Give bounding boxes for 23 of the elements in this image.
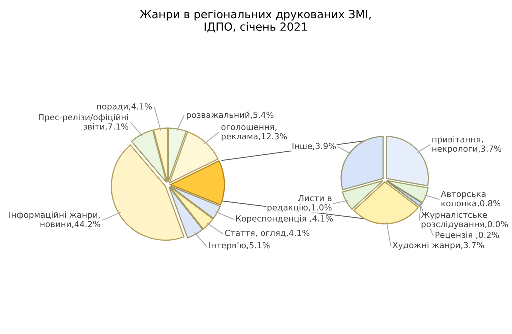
slice-label: Стаття, огляд,4.1%: [225, 230, 310, 238]
slice-label: Рецензія ,0.2%: [436, 232, 500, 240]
slice-label: поради,4.1%: [97, 103, 152, 112]
slice-label: оголошення, реклама,12.3%: [222, 126, 288, 142]
slice-label: розважальний,5.4%: [187, 112, 274, 120]
slice-label: Інше,3.9%: [292, 143, 336, 150]
slice-label: Листи в редакцію,1.0%: [268, 195, 332, 212]
slice-label: привітання, некрологи,3.7%: [432, 136, 502, 154]
legend-label: Журналістське розслідування,0.0%: [421, 212, 508, 230]
pie-slice: [386, 180, 423, 208]
slice-label: Художні жанри,3.7%: [392, 242, 484, 250]
slice-label: Кореспонденція ,4.1%: [236, 215, 334, 224]
slice-label: Інтерв’ю,5.1%: [210, 242, 270, 250]
pie-slice: [169, 186, 214, 230]
slice-label: Інформаційні жанри, новини,44.2%: [10, 212, 100, 228]
pie-slice: [170, 160, 226, 206]
chart-title: Жанри в регіональних друкованих ЗМІ, ІДПО, січень 2021: [140, 10, 371, 33]
pie-slice: [342, 180, 384, 210]
pie-slice: [354, 182, 420, 225]
pie-slice: [386, 180, 429, 204]
slice-label: Прес-релізи/офіційні звіти,7.1%: [39, 114, 129, 131]
pie-slice: [340, 136, 384, 191]
slice-label: Авторська колонка,0.8%: [441, 191, 501, 208]
